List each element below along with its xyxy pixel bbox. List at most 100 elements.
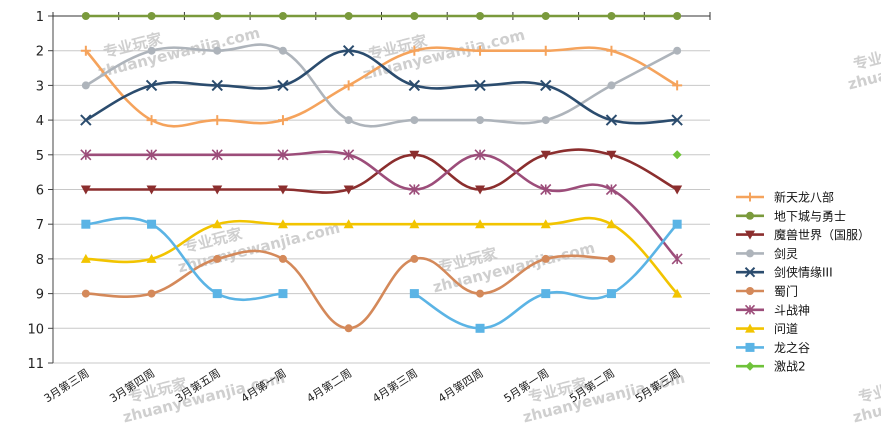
y-tick-label: 7 <box>36 218 44 233</box>
y-axis: 1 2 3 4 5 6 7 8 9 10 11 <box>27 10 54 372</box>
data-point <box>605 114 618 126</box>
data-point <box>672 288 683 298</box>
data-point <box>81 219 91 229</box>
y-tick-label: 10 <box>27 322 44 337</box>
data-point <box>211 149 223 161</box>
legend-label: 斗战神 <box>774 303 810 317</box>
data-point <box>540 79 552 92</box>
data-point <box>344 12 353 20</box>
data-point <box>213 46 222 55</box>
series-8 <box>80 216 683 298</box>
series-line <box>85 150 679 260</box>
x-tick-label: 4月第三周 <box>370 366 420 406</box>
series-line <box>85 148 678 194</box>
y-tick-label: 11 <box>27 357 44 372</box>
data-point <box>475 219 486 229</box>
data-point <box>410 116 419 125</box>
legend-item: 新天龙八部 <box>736 190 834 205</box>
y-tick-label: 6 <box>36 184 44 199</box>
data-point <box>474 149 486 161</box>
data-point <box>475 185 486 195</box>
gridlines <box>53 50 710 364</box>
x-tick-label: 4月第四周 <box>435 366 485 406</box>
legend-item: 激战2 <box>736 360 806 374</box>
data-point <box>540 183 552 196</box>
data-point <box>745 361 755 371</box>
data-point <box>607 12 616 20</box>
data-point <box>277 149 289 161</box>
data-point <box>745 230 755 240</box>
data-point <box>475 45 486 56</box>
series-6 <box>81 249 616 333</box>
data-point <box>278 12 287 20</box>
legend-item: 龙之谷 <box>736 341 810 355</box>
data-point <box>540 150 551 160</box>
legend-item: 魔兽世界（国服） <box>736 227 870 242</box>
data-point <box>474 79 486 92</box>
data-point <box>744 266 756 278</box>
data-point <box>746 211 754 220</box>
data-point <box>606 219 617 229</box>
legend-label: 蜀门 <box>774 284 798 299</box>
data-point <box>146 253 157 263</box>
data-point <box>606 289 616 299</box>
data-point <box>278 254 287 263</box>
data-point <box>81 81 90 90</box>
data-point <box>606 45 617 56</box>
data-point <box>672 150 682 160</box>
data-point <box>606 150 617 160</box>
data-point <box>80 45 91 56</box>
data-point <box>277 219 288 229</box>
data-point <box>147 12 156 20</box>
data-point <box>212 115 223 126</box>
series-line <box>84 46 678 128</box>
y-tick-label: 8 <box>36 253 44 268</box>
data-point <box>605 183 618 196</box>
series-3 <box>80 148 683 195</box>
y-tick-label: 1 <box>36 10 44 25</box>
data-point <box>211 79 223 92</box>
data-point <box>343 80 354 91</box>
data-point <box>673 12 682 20</box>
legend-item: 剑灵 <box>736 246 798 261</box>
data-point <box>672 219 682 229</box>
data-point <box>541 12 550 20</box>
data-point <box>540 45 551 56</box>
data-point <box>80 185 91 195</box>
data-point <box>672 185 683 195</box>
y-tick-label: 4 <box>36 114 44 129</box>
x-tick-label: 4月第二周 <box>304 366 354 406</box>
data-point <box>212 219 223 229</box>
legend-label: 龙之谷 <box>774 341 810 355</box>
data-point <box>410 12 419 20</box>
data-point <box>409 289 419 299</box>
legend-item: 剑侠情缘III <box>736 265 833 280</box>
y-tick-label: 2 <box>36 45 44 60</box>
data-point <box>541 116 550 125</box>
legend-item: 问道 <box>736 322 798 336</box>
y-tick-label: 9 <box>36 288 44 303</box>
data-point <box>146 185 157 195</box>
series-5 <box>80 44 683 126</box>
legend-item: 斗战神 <box>736 303 810 317</box>
data-point <box>277 115 288 126</box>
series-1 <box>80 45 683 128</box>
data-point <box>476 12 485 20</box>
data-point <box>541 254 550 263</box>
legend-item: 地下城与勇士 <box>736 209 846 223</box>
series-9 <box>81 216 682 333</box>
data-point <box>147 219 157 229</box>
data-point <box>745 323 755 333</box>
data-point <box>746 287 754 295</box>
data-point <box>409 45 420 56</box>
legend-label: 剑灵 <box>774 246 798 261</box>
legend-label: 激战2 <box>774 360 806 374</box>
data-point <box>746 249 754 258</box>
data-point <box>745 342 755 352</box>
